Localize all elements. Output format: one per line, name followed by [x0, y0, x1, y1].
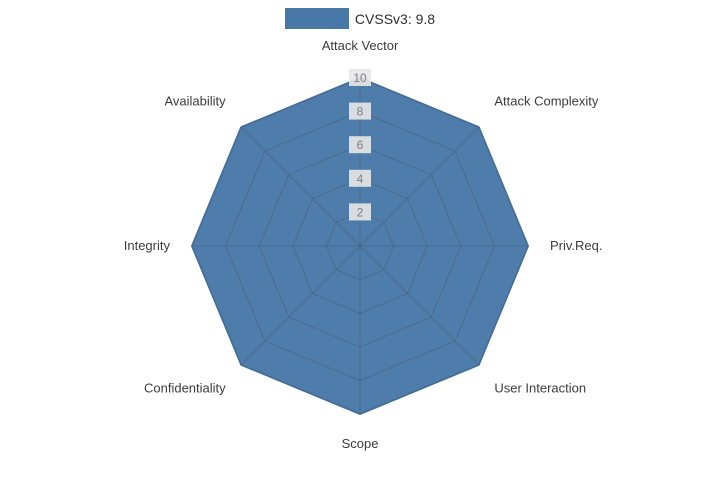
- svg-text:8: 8: [357, 105, 364, 119]
- axis-spoke: [240, 245, 361, 366]
- radar-series-polygon: [191, 77, 529, 415]
- grid-ring: [258, 144, 462, 348]
- axis-label: Attack Complexity: [494, 94, 599, 109]
- grid-ring: [292, 178, 428, 314]
- axis-label: Availability: [164, 94, 226, 109]
- grid-ring: [225, 111, 495, 381]
- grid-ring: [191, 77, 529, 415]
- axis-label: Integrity: [124, 238, 171, 253]
- legend[interactable]: CVSSv3: 9.8: [0, 8, 720, 29]
- axis-spoke: [359, 245, 480, 366]
- tick-label: 8: [349, 102, 371, 120]
- legend-label: CVSSv3: 9.8: [354, 10, 436, 27]
- axis-spoke: [359, 126, 480, 247]
- svg-text:4: 4: [357, 172, 364, 186]
- axis-label: User Interaction: [494, 380, 586, 395]
- tick-label: 6: [349, 136, 371, 154]
- legend-swatch: [284, 8, 349, 29]
- axis-label: Attack Vector: [322, 38, 399, 53]
- tick-label: 2: [349, 203, 371, 221]
- tick-label: 4: [349, 169, 371, 187]
- axis-label: Priv.Req.: [550, 238, 603, 253]
- svg-text:2: 2: [357, 205, 364, 219]
- svg-text:6: 6: [357, 138, 364, 152]
- axis-label: Confidentiality: [144, 380, 226, 395]
- axis-spoke: [240, 126, 361, 247]
- tick-label: 10: [349, 69, 371, 86]
- svg-text:10: 10: [353, 71, 367, 85]
- axis-label: Scope: [342, 436, 379, 451]
- grid-ring: [325, 211, 395, 281]
